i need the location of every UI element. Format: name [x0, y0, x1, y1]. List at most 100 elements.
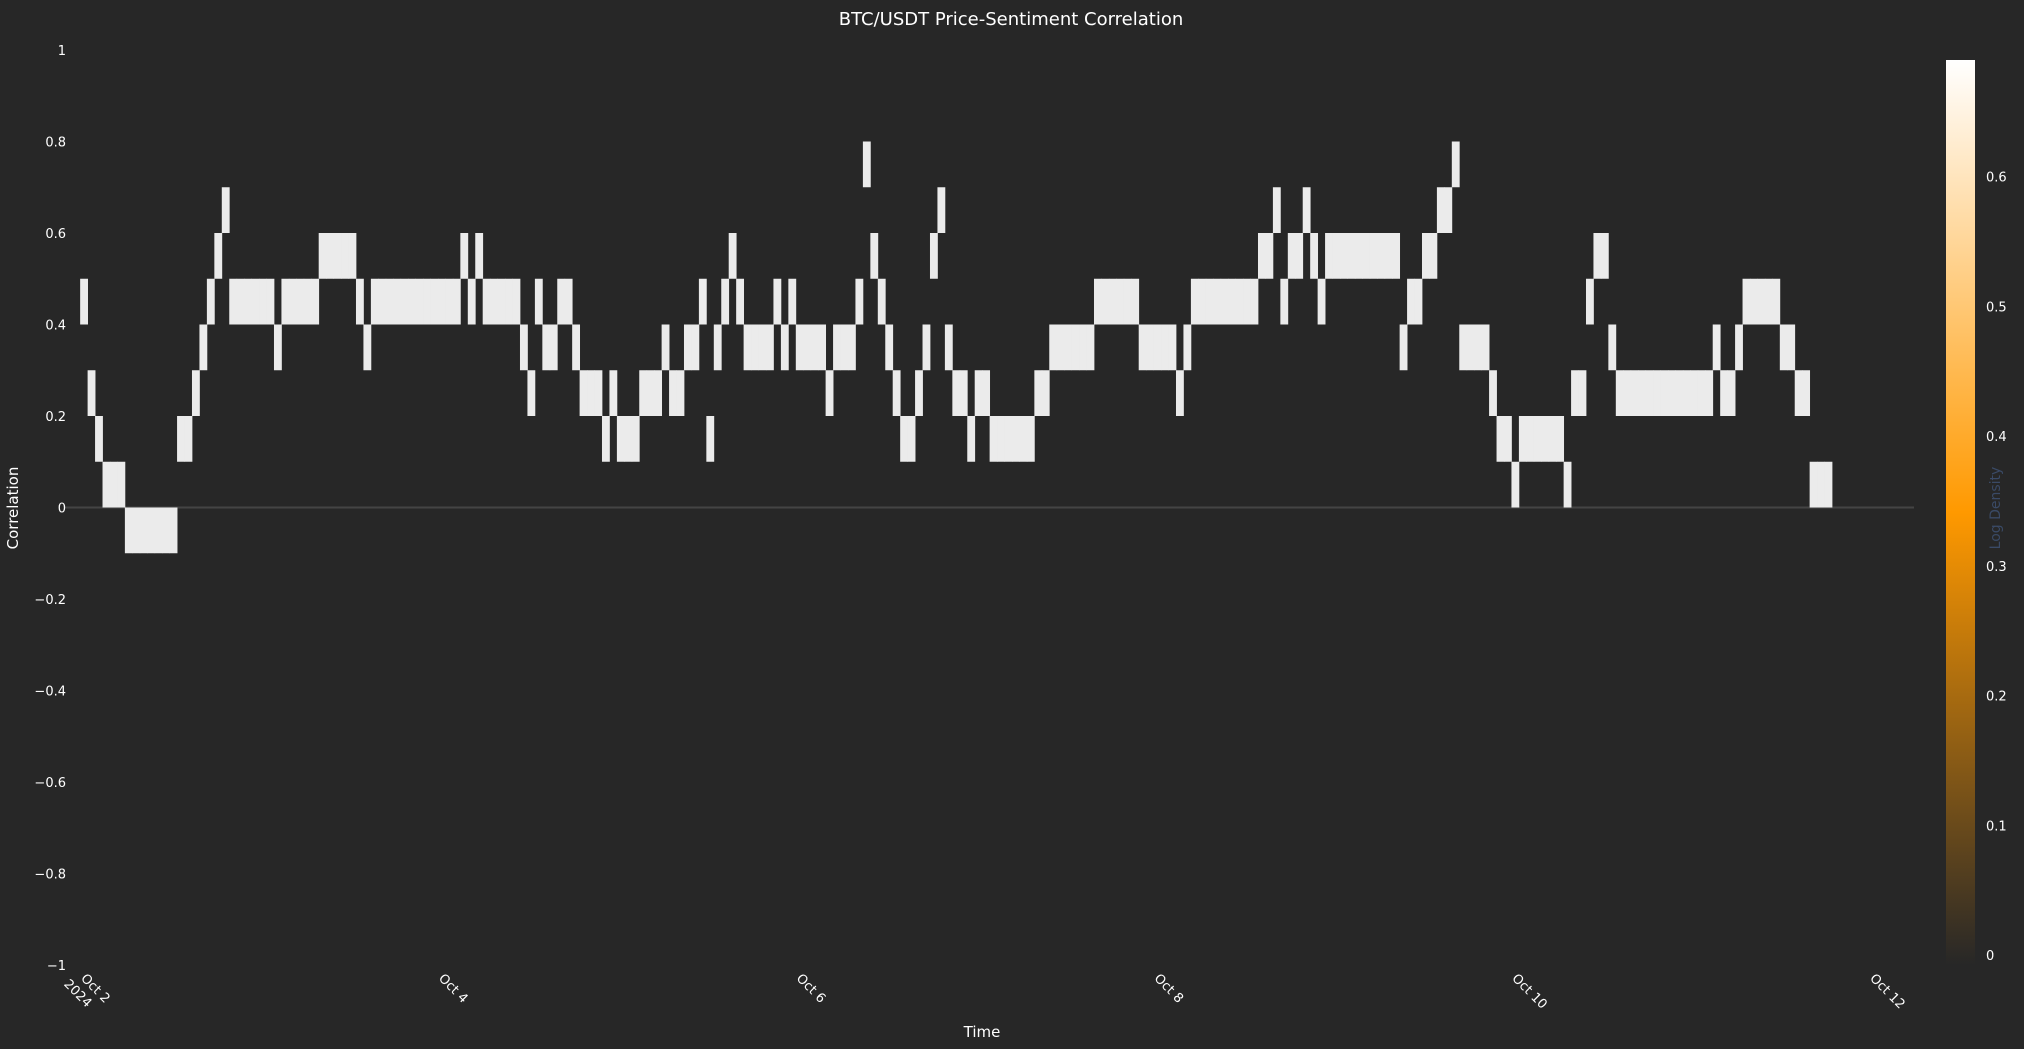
y-tick-label: 0.4: [45, 319, 66, 334]
heatmap-cell: [273, 324, 282, 371]
heatmap-cell: [259, 278, 267, 325]
heatmap-cell: [311, 278, 320, 325]
heatmap-cell: [840, 324, 849, 371]
heatmap-cell: [1049, 324, 1058, 371]
heatmap-cell: [1466, 324, 1475, 371]
heatmap-cell: [1056, 324, 1065, 371]
heatmap-cell: [751, 324, 759, 371]
heatmap-cell: [1489, 370, 1497, 416]
heatmap-cell: [557, 278, 566, 325]
heatmap-cell: [609, 370, 618, 416]
y-tick-label: −0.6: [34, 776, 66, 791]
heatmap-cell: [177, 416, 185, 462]
heatmap-cell: [1086, 324, 1095, 371]
heatmap-cell: [1697, 370, 1706, 416]
heatmap-cell: [1228, 278, 1237, 325]
heatmap-cell: [669, 370, 677, 416]
heatmap-cell: [706, 416, 715, 462]
heatmap-cell: [1511, 461, 1520, 508]
heatmap-cell: [408, 278, 417, 325]
heatmap-cell: [169, 507, 178, 554]
heatmap-cell: [1071, 324, 1080, 371]
heatmap-cell: [430, 278, 439, 325]
colorbar-tick-label: 0.4: [1986, 430, 2007, 445]
heatmap-cell: [139, 507, 148, 554]
heatmap-cell: [1690, 370, 1699, 416]
heatmap-cell: [1608, 324, 1617, 371]
colorbar-tick-label: 0.2: [1986, 690, 2007, 705]
heatmap-cell: [1735, 324, 1743, 371]
heatmap-cell: [1295, 233, 1304, 279]
heatmap-cell: [1183, 324, 1192, 371]
y-tick-label: 0.2: [45, 410, 66, 425]
heatmap-cell: [475, 233, 484, 279]
heatmap-cell: [326, 233, 335, 279]
x-tick: Oct 10: [1509, 971, 1550, 1012]
y-tick-label: −1: [47, 959, 66, 974]
heatmap-cell: [661, 324, 670, 371]
heatmap-cell: [1354, 233, 1363, 279]
heatmap-cell: [266, 278, 275, 325]
heatmap-cell: [1257, 233, 1266, 279]
heatmap-cell: [1518, 416, 1527, 462]
heatmap-cell: [1742, 278, 1751, 325]
heatmap-cell: [214, 233, 223, 279]
heatmap-cell: [1369, 233, 1378, 279]
heatmap-cell: [885, 324, 894, 371]
heatmap-cell: [1802, 370, 1811, 416]
x-tick: Oct 8: [1151, 971, 1186, 1006]
heatmap-cell: [1161, 324, 1169, 371]
heatmap-cell: [1682, 370, 1691, 416]
heatmap-cell: [527, 370, 536, 416]
heatmap-cell: [1787, 324, 1796, 371]
heatmap-cell: [594, 370, 603, 416]
heatmap-cell: [691, 324, 700, 371]
heatmap-cell: [1578, 370, 1587, 416]
heatmap-cell: [199, 324, 208, 371]
heatmap-cell: [1287, 233, 1296, 279]
heatmap-cell: [676, 370, 685, 416]
heatmap-cell: [542, 324, 551, 371]
heatmap-cell: [80, 278, 88, 325]
heatmap-cell: [1750, 278, 1758, 325]
heatmap-cell: [1138, 324, 1147, 371]
heatmap-cell: [803, 324, 812, 371]
heatmap-cell: [534, 278, 543, 325]
heatmap-cell: [587, 370, 595, 416]
heatmap-cell: [1011, 416, 1020, 462]
heatmap-cell: [303, 278, 312, 325]
heatmap-cell: [1481, 324, 1490, 371]
heatmap-cell: [922, 324, 931, 371]
heatmap-cell: [997, 416, 1005, 462]
heatmap-cell: [1705, 370, 1714, 416]
heatmap-cell: [1392, 233, 1401, 279]
heatmap-cell: [624, 416, 633, 462]
heatmap-cell: [1399, 324, 1408, 371]
heatmap-cell: [1772, 278, 1781, 325]
heatmap-cell: [1660, 370, 1669, 416]
heatmap-cell: [1817, 461, 1825, 508]
heatmap-cell: [1459, 324, 1468, 371]
y-tick-label: −0.8: [34, 868, 66, 883]
heatmap-cell: [758, 324, 767, 371]
heatmap-cell: [1779, 324, 1788, 371]
heatmap-cell: [915, 370, 923, 416]
y-axis: 1 0.8 0.6 0.4 0.2 0 −0.2 −0.4 −0.6 −0.8 −1: [34, 44, 66, 974]
heatmap-cell: [460, 233, 469, 279]
heatmap-cell: [333, 233, 342, 279]
heatmap-cell: [1347, 233, 1356, 279]
heatmap-cell: [1421, 233, 1430, 279]
colorbar-gradient: [1946, 60, 1975, 965]
heatmap-cell: [497, 278, 506, 325]
plot-area: [64, 141, 1914, 554]
y-tick-label: 0: [58, 502, 66, 517]
heatmap-cell: [467, 278, 476, 325]
heatmap-cell: [989, 416, 998, 462]
y-tick-label: 1: [58, 44, 66, 59]
heatmap-cell: [1444, 187, 1453, 233]
heatmap-cell: [1541, 416, 1550, 462]
heatmap-cell: [900, 416, 909, 462]
heatmap-cell: [1041, 370, 1050, 416]
